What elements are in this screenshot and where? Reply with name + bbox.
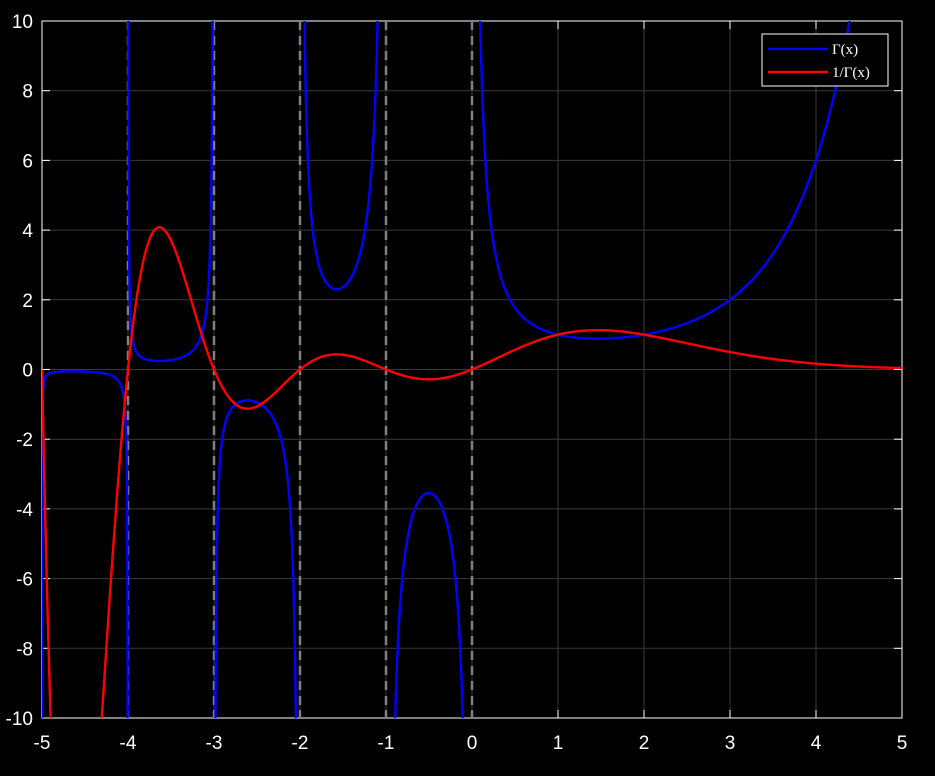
legend-box <box>761 33 889 87</box>
series-line-gamma <box>42 21 851 718</box>
x-tick-label: -1 <box>378 733 395 754</box>
legend-label: 1/Γ(x) <box>832 65 870 81</box>
y-tick-label: -6 <box>16 570 33 591</box>
y-tick-label: -10 <box>6 709 33 730</box>
x-tick-label: -3 <box>206 733 223 754</box>
y-tick-label: 0 <box>22 361 33 382</box>
x-tick-label: 0 <box>467 733 478 754</box>
x-tick-label: 3 <box>725 733 736 754</box>
legend-label: Γ(x) <box>832 42 858 58</box>
legend[interactable]: Γ(x) 1/Γ(x) <box>761 33 889 87</box>
x-tick-label: -5 <box>34 733 51 754</box>
x-tick-label: 1 <box>553 733 564 754</box>
x-tick-label: 2 <box>639 733 650 754</box>
series-line-reciprocal-gamma <box>42 226 902 718</box>
y-tick-label: 8 <box>22 82 33 103</box>
x-tick-label: 4 <box>811 733 822 754</box>
y-tick-label: 10 <box>12 12 33 33</box>
y-tick-label: -8 <box>16 639 33 660</box>
y-tick-label: 4 <box>22 221 33 242</box>
x-tick-label: -2 <box>292 733 309 754</box>
y-tick-label: -2 <box>16 430 33 451</box>
x-tick-label: 5 <box>897 733 908 754</box>
y-tick-label: 2 <box>22 291 33 312</box>
series-lines <box>42 21 902 718</box>
y-tick-label: 6 <box>22 151 33 172</box>
y-tick-label: -4 <box>16 500 33 521</box>
x-tick-label: -4 <box>120 733 137 754</box>
